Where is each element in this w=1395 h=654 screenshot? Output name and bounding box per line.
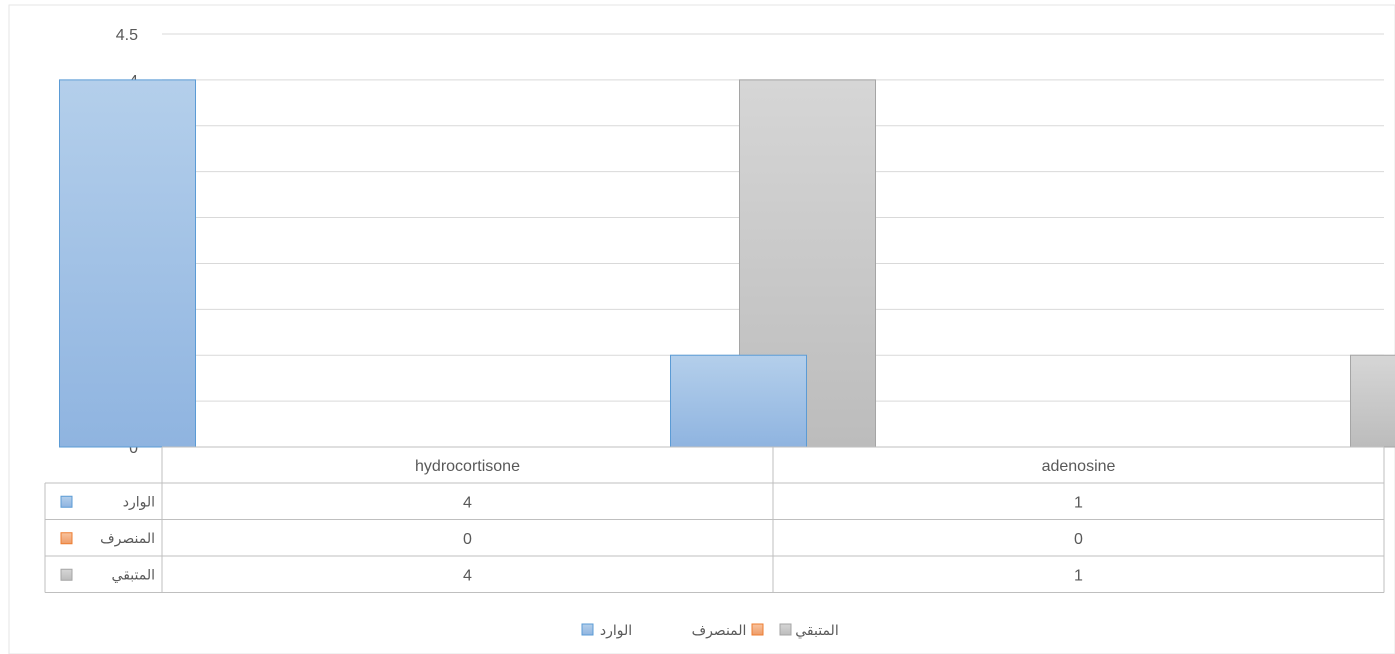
legend-label: المنصرف	[692, 623, 747, 639]
bar-adenosine-series-0	[670, 354, 807, 448]
table-value: 1	[1074, 567, 1083, 584]
legend-key	[581, 623, 594, 636]
bars	[59, 79, 1395, 448]
table-value: 1	[1074, 494, 1083, 511]
table-legend-key	[60, 532, 73, 545]
table-value: 4	[463, 494, 472, 511]
table-legend-key	[60, 568, 73, 581]
table-legend-key	[60, 495, 73, 508]
table-series-label: الوارد	[123, 494, 155, 510]
category-label: adenosine	[1042, 458, 1116, 475]
category-label: hydrocortisone	[415, 458, 520, 475]
bar-hydrocortisone-series-0	[59, 79, 196, 448]
table-series-label: المتبقي	[112, 567, 155, 583]
table-series-label: المنصرف	[100, 531, 155, 547]
y-tick-label: 0	[129, 440, 138, 457]
table-value: 4	[463, 567, 472, 584]
legend-label: الوارد	[600, 623, 632, 639]
y-tick-label: 4.5	[116, 27, 138, 44]
legend-label: المتبقي	[795, 623, 838, 639]
legend: المتبقي المنصرف الوارد	[581, 623, 839, 639]
chart-border	[8, 4, 1395, 654]
table-value: 0	[463, 531, 472, 548]
data-table: hydrocortisone adenosine الوارد 4 1 المنصرف 0 0…	[44, 446, 1385, 593]
table-value: 0	[1074, 531, 1083, 548]
legend-key	[779, 623, 792, 636]
legend-key	[751, 623, 764, 636]
bar-adenosine-series-2	[1350, 354, 1395, 448]
